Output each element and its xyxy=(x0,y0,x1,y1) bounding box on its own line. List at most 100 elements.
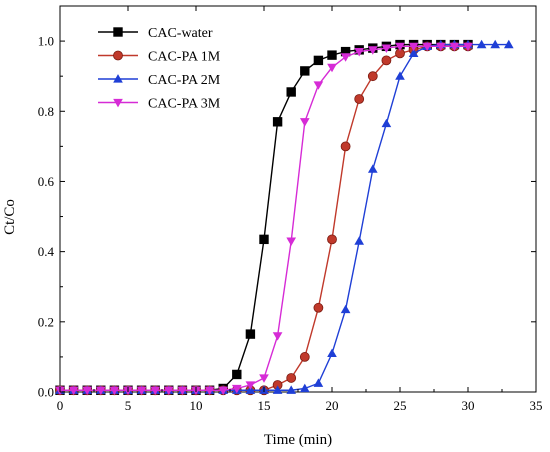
y-tick-label: 0.8 xyxy=(38,104,54,119)
x-tick-label: 35 xyxy=(530,398,543,413)
data-point xyxy=(95,386,106,396)
legend-label: CAC-PA 2M xyxy=(148,73,221,88)
x-tick-label: 20 xyxy=(326,398,339,413)
data-point xyxy=(367,46,378,55)
data-point xyxy=(367,164,378,173)
data-point xyxy=(381,118,392,128)
legend-item: CAC-PA 3M xyxy=(98,97,221,112)
series-2 xyxy=(55,39,514,394)
data-point xyxy=(163,386,174,396)
data-point xyxy=(354,47,365,57)
data-point xyxy=(395,71,405,80)
data-point xyxy=(313,81,324,90)
y-tick-label: 0.4 xyxy=(38,244,55,259)
plot-frame xyxy=(59,5,537,393)
legend-item: CAC-water xyxy=(98,26,213,41)
series-line xyxy=(60,43,468,391)
data-point xyxy=(136,386,147,396)
axes-layer: 0 5 10 15 20 25 30 35 0.0 0.2 0.4 0.6 0.8 1.0 xyxy=(38,5,543,413)
x-tick-label: 0 xyxy=(57,398,64,413)
data-point xyxy=(204,386,215,396)
x-tick-label: 25 xyxy=(394,398,407,413)
data-point xyxy=(395,42,405,52)
x-tick-label: 10 xyxy=(190,398,203,413)
x-tick-label: 30 xyxy=(462,398,475,413)
data-point xyxy=(381,55,392,66)
series-0 xyxy=(55,39,473,395)
data-point xyxy=(177,386,188,396)
data-point xyxy=(327,50,337,60)
series-line xyxy=(60,45,468,391)
series-3 xyxy=(55,42,473,396)
data-point xyxy=(259,234,269,245)
y-tick-label: 0.6 xyxy=(38,174,55,189)
data-point xyxy=(367,71,378,82)
legend-label: CAC-PA 3M xyxy=(148,97,221,112)
x-tick-label: 5 xyxy=(125,398,132,413)
data-point xyxy=(272,117,283,127)
data-point xyxy=(435,42,446,52)
data-point xyxy=(68,386,79,396)
data-point xyxy=(313,378,324,387)
legend-label: CAC-PA 1M xyxy=(148,50,221,65)
data-point xyxy=(299,352,310,362)
data-point xyxy=(408,48,419,57)
legend-item: CAC-PA 1M xyxy=(98,50,221,65)
data-point xyxy=(313,302,324,313)
data-point xyxy=(327,234,337,245)
y-axis-label: Ct/Co xyxy=(2,199,18,235)
data-point xyxy=(299,118,310,127)
y-tick-label: 0.2 xyxy=(38,314,54,329)
data-point xyxy=(340,304,351,314)
data-point xyxy=(503,39,514,49)
data-point xyxy=(327,348,337,358)
series-line xyxy=(60,43,509,391)
data-point xyxy=(327,63,337,73)
legend-marker xyxy=(113,50,123,61)
data-point xyxy=(340,141,351,152)
legend-marker xyxy=(113,27,123,37)
data-point xyxy=(422,42,433,52)
data-point xyxy=(286,237,297,246)
data-point xyxy=(272,385,283,394)
data-point xyxy=(381,44,392,53)
series-line xyxy=(60,45,468,391)
legend-item: CAC-PA 2M xyxy=(98,73,221,88)
data-point xyxy=(340,53,351,62)
data-point xyxy=(300,66,310,76)
data-point xyxy=(245,329,256,339)
data-point xyxy=(245,381,256,390)
legend-marker xyxy=(113,74,123,83)
series-1 xyxy=(55,41,473,396)
data-point xyxy=(150,386,161,396)
data-point xyxy=(408,42,419,52)
data-point xyxy=(286,385,297,394)
data-point xyxy=(259,374,269,383)
legend: CAC-water CAC-PA 1M CAC-PA 2M CAC-PA 3M xyxy=(98,26,221,112)
data-point xyxy=(272,332,283,341)
data-point xyxy=(231,384,242,394)
data-point xyxy=(286,373,297,383)
data-point xyxy=(449,42,460,52)
data-point xyxy=(490,39,501,49)
series-layer xyxy=(55,39,514,396)
data-point xyxy=(354,94,365,104)
data-point xyxy=(82,386,93,396)
data-point xyxy=(218,386,229,396)
legend-marker xyxy=(113,98,123,108)
y-tick-label: 0.0 xyxy=(38,385,54,400)
data-point xyxy=(286,87,296,97)
data-point xyxy=(476,39,487,49)
y-tick-label: 1.0 xyxy=(38,34,54,49)
data-point xyxy=(313,55,324,66)
data-point xyxy=(463,42,473,52)
data-point xyxy=(299,383,310,393)
x-tick-label: 15 xyxy=(258,398,271,413)
data-point xyxy=(109,386,120,396)
data-point xyxy=(232,369,242,380)
plot-area xyxy=(59,5,537,393)
legend-label: CAC-water xyxy=(148,26,213,41)
x-axis-label: Time (min) xyxy=(264,432,332,448)
data-point xyxy=(354,236,365,245)
